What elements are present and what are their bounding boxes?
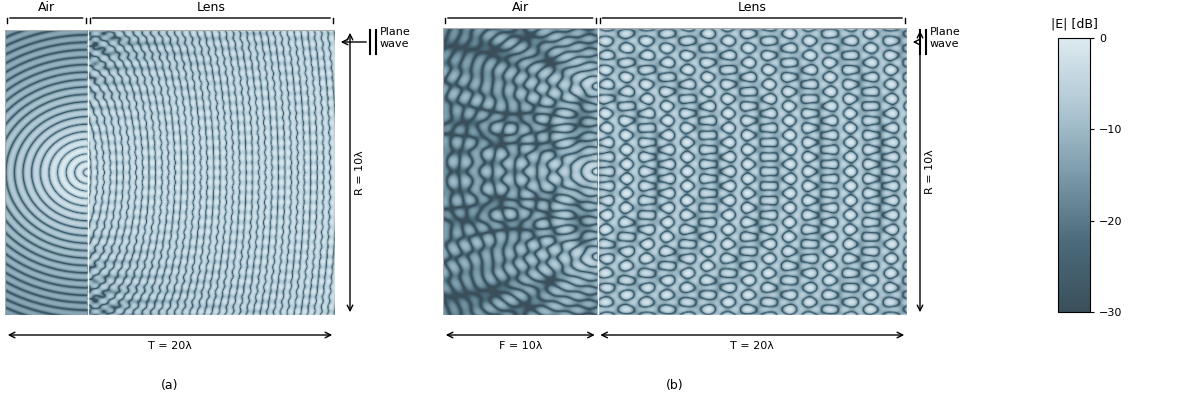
Text: R = 10λ: R = 10λ — [355, 150, 365, 195]
Text: Plane
wave: Plane wave — [380, 27, 410, 49]
Bar — [598, 28, 907, 315]
Text: (a): (a) — [161, 378, 179, 391]
Text: Lens: Lens — [197, 1, 226, 14]
Text: (b): (b) — [666, 378, 683, 391]
Text: T = 20λ: T = 20λ — [730, 341, 775, 351]
Text: T = 20λ: T = 20λ — [148, 341, 192, 351]
Text: Air: Air — [511, 1, 529, 14]
Text: |E| [dB]: |E| [dB] — [1050, 17, 1097, 30]
Text: R = 10λ: R = 10λ — [925, 149, 935, 194]
Text: Air: Air — [37, 1, 55, 14]
Bar — [88, 30, 334, 315]
Text: Plane
wave: Plane wave — [930, 27, 961, 49]
Text: F = 10λ: F = 10λ — [498, 341, 541, 351]
Text: Lens: Lens — [737, 1, 766, 14]
